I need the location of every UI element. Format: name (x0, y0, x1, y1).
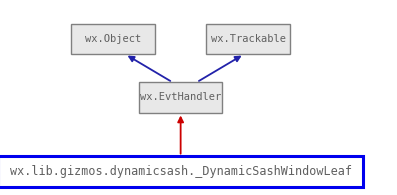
FancyBboxPatch shape (71, 24, 155, 54)
Text: wx.lib.gizmos.dynamicsash._DynamicSashWindowLeaf: wx.lib.gizmos.dynamicsash._DynamicSashWi… (10, 165, 352, 178)
FancyBboxPatch shape (206, 24, 290, 54)
Text: wx.EvtHandler: wx.EvtHandler (140, 92, 221, 103)
FancyBboxPatch shape (0, 156, 363, 187)
Text: wx.Trackable: wx.Trackable (211, 34, 285, 44)
Text: wx.Object: wx.Object (85, 34, 141, 44)
FancyBboxPatch shape (139, 82, 222, 113)
